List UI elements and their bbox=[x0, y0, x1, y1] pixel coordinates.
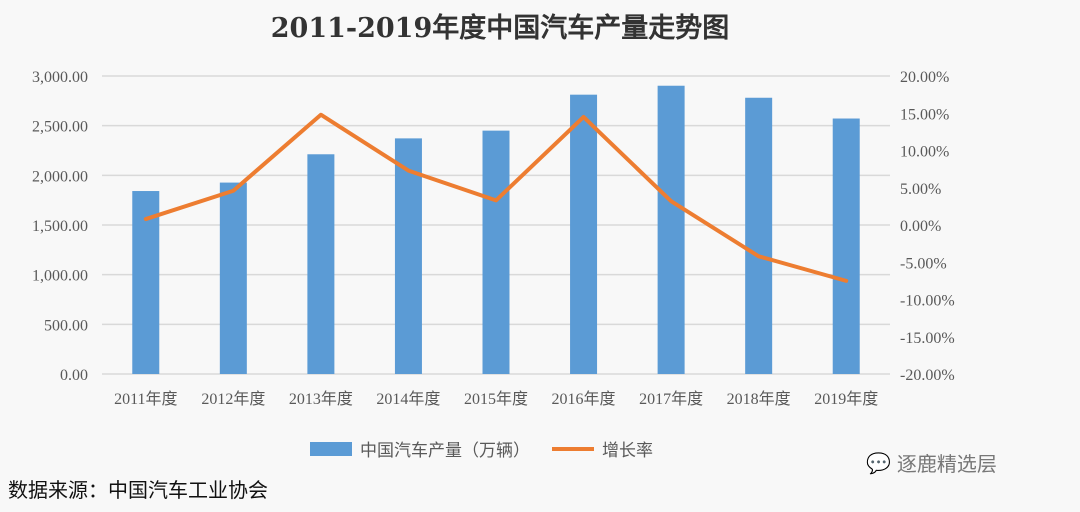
watermark-text: 逐鹿精选层 bbox=[896, 452, 997, 476]
bar bbox=[570, 94, 598, 374]
watermark: 💬 逐鹿精选层 bbox=[866, 448, 997, 477]
y-right-tick: 0.00% bbox=[900, 218, 941, 235]
bar bbox=[132, 191, 160, 374]
y-right-tick: -20.00% bbox=[900, 367, 955, 384]
x-tick: 2012年度 bbox=[201, 390, 265, 408]
legend-label-growth: 增长率 bbox=[602, 441, 653, 461]
y-left-tick: 2,500.00 bbox=[32, 119, 88, 136]
y-left-tick: 1,500.00 bbox=[32, 218, 88, 235]
data-source: 数据来源：中国汽车工业协会 bbox=[8, 478, 268, 502]
chart: 0.00 500.00 1,000.00 1,500.00 2,000.00 2,500.… bbox=[32, 69, 955, 408]
y-left-tick: 0.00 bbox=[60, 367, 88, 384]
y-left-tick: 1,000.00 bbox=[32, 268, 88, 285]
x-tick: 2014年度 bbox=[376, 390, 440, 408]
legend: 中国汽车产量（万辆） 增长率 bbox=[310, 436, 653, 461]
x-tick: 2011年度 bbox=[114, 390, 177, 408]
bar bbox=[394, 138, 422, 374]
x-tick: 2015年度 bbox=[464, 390, 528, 408]
y-right-tick: 5.00% bbox=[900, 181, 941, 198]
legend-swatch-bar bbox=[310, 441, 352, 456]
bar bbox=[745, 97, 773, 374]
x-tick: 2013年度 bbox=[289, 390, 353, 408]
y-left-tick: 500.00 bbox=[44, 317, 88, 334]
x-tick: 2016年度 bbox=[552, 390, 616, 408]
y-right-tick: -10.00% bbox=[900, 293, 955, 310]
x-tick: 2019年度 bbox=[814, 390, 878, 408]
y-right-tick: -15.00% bbox=[900, 330, 955, 347]
y-right-tick: 20.00% bbox=[900, 69, 949, 86]
y-left-tick: 2,000.00 bbox=[32, 168, 88, 185]
bar bbox=[482, 130, 510, 374]
y-right-tick: 15.00% bbox=[900, 106, 949, 123]
y-right-tick: -5.00% bbox=[900, 255, 947, 272]
y-left-tick: 3,000.00 bbox=[32, 69, 88, 86]
bar bbox=[832, 118, 860, 374]
legend-label-production: 中国汽车产量（万辆） bbox=[360, 441, 530, 461]
x-tick: 2017年度 bbox=[639, 390, 703, 408]
bar bbox=[657, 85, 685, 374]
wechat-icon: 💬 bbox=[866, 450, 891, 475]
chart-title: 2011-2019年度中国汽车产量走势图 bbox=[270, 13, 730, 44]
y-right-tick: 10.00% bbox=[900, 144, 949, 161]
bar bbox=[219, 182, 247, 374]
legend-swatch-line bbox=[552, 446, 594, 451]
bar bbox=[307, 154, 335, 374]
x-tick: 2018年度 bbox=[727, 390, 791, 408]
